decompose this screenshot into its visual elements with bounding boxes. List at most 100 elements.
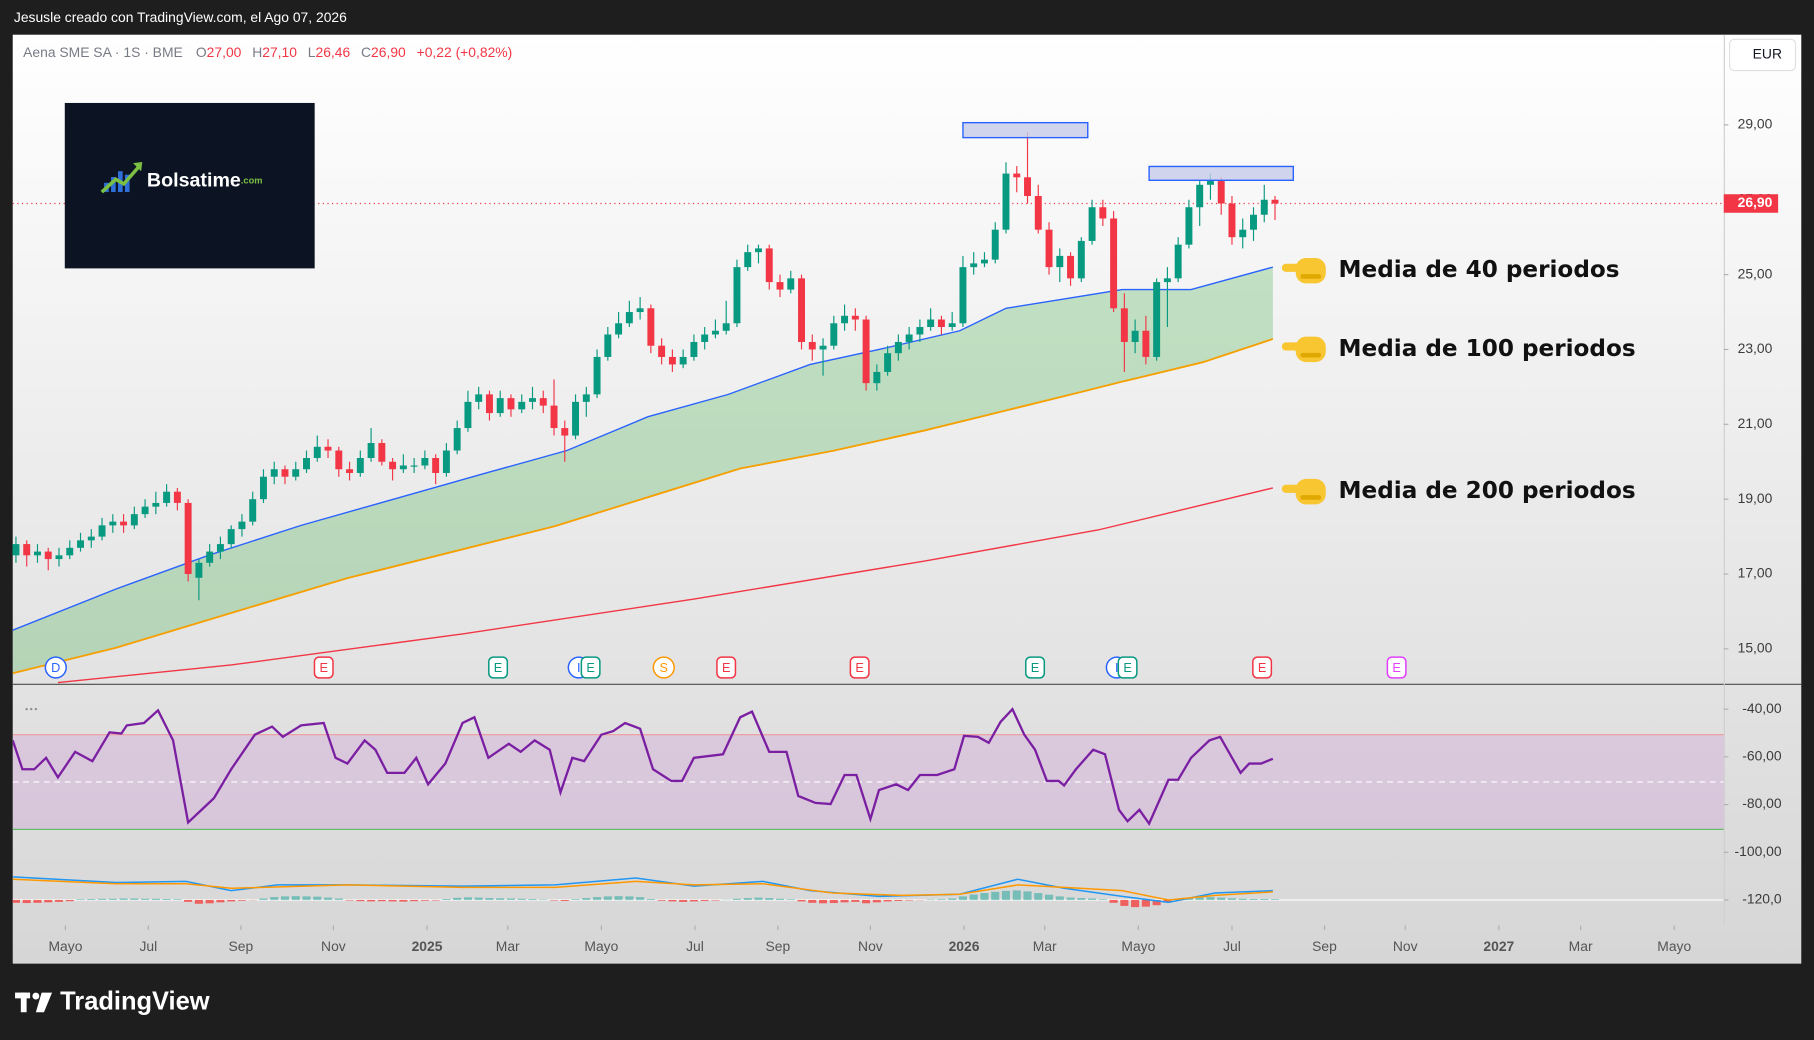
x-tick-label: 2025 <box>412 938 443 954</box>
macd-histogram-bar <box>474 897 483 900</box>
x-tick-label: Mar <box>496 938 520 954</box>
macd-histogram-bar <box>259 898 268 900</box>
candle-body <box>1217 181 1225 204</box>
candle-body <box>399 465 407 470</box>
candle-body <box>44 551 52 560</box>
x-tick-label: Jul <box>139 938 157 954</box>
candle-body <box>421 458 429 466</box>
candle-body <box>1250 214 1257 230</box>
candle-body <box>1088 207 1096 241</box>
macd-histogram-bar <box>442 899 451 900</box>
candle-body <box>1174 244 1182 279</box>
macd-histogram-bar <box>765 898 774 900</box>
macd-histogram-bar <box>1152 899 1161 906</box>
candle-body <box>862 319 870 384</box>
hand-shade <box>1300 495 1322 500</box>
logo-suffix: .com <box>241 176 263 186</box>
macd-histogram-bar <box>1077 898 1086 900</box>
y-tick-label: 25,00 <box>1738 265 1773 281</box>
macd-histogram-bar <box>1184 898 1193 900</box>
ma-annotation: Media de 100 periodos <box>1339 336 1636 362</box>
macd-histogram-bar <box>496 898 505 900</box>
x-tick-label: Nov <box>858 938 883 954</box>
macd-histogram-bar <box>367 899 376 902</box>
event-label: E <box>722 660 730 675</box>
candle-body <box>991 229 999 260</box>
candle-body <box>1110 218 1118 309</box>
menu-dot[interactable] <box>25 707 28 711</box>
candle-body <box>808 341 816 350</box>
candle-body <box>485 394 493 414</box>
macd-histogram-bar <box>313 896 322 900</box>
macd-histogram-bar <box>1012 890 1021 900</box>
pointing-hand <box>1281 257 1326 284</box>
macd-histogram-bar <box>582 898 591 900</box>
logo: Bolsatime.com <box>64 102 315 269</box>
ma-annotation: Media de 40 periodos <box>1339 257 1620 283</box>
candle-body <box>55 555 63 560</box>
macd-histogram-bar <box>108 898 117 900</box>
ohlc-value: 27,00 <box>207 44 242 60</box>
currency[interactable]: EUR <box>1753 46 1782 62</box>
macd-histogram-bar <box>1163 899 1172 903</box>
menu-dot[interactable] <box>30 707 33 711</box>
macd-histogram-bar <box>1001 890 1011 900</box>
ohlc-key: H <box>252 44 262 60</box>
ma-fill <box>12 267 1273 674</box>
candle-body <box>755 248 762 253</box>
macd-histogram-bar <box>818 899 828 904</box>
macd-histogram-bar <box>420 899 429 901</box>
candle-body <box>389 461 397 470</box>
macd-histogram-bar <box>87 899 96 900</box>
macd-histogram-bar <box>754 897 763 900</box>
candle-body <box>270 469 278 477</box>
hand-shade <box>1300 274 1322 279</box>
ohlc-value: 27,10 <box>262 44 297 60</box>
hand-shade <box>1300 352 1322 358</box>
candle-body <box>980 259 988 264</box>
event-label: E <box>319 660 327 675</box>
candle-body <box>830 323 838 346</box>
candle-body <box>798 278 805 342</box>
macd-histogram-bar <box>302 896 311 900</box>
candle-body <box>647 308 655 346</box>
candle-body <box>1196 184 1204 208</box>
macd-histogram-bar <box>603 896 612 900</box>
candle-body <box>152 502 160 507</box>
candle-body <box>378 443 386 462</box>
event-label: D <box>51 660 60 675</box>
candle-body <box>1013 173 1021 178</box>
candle-body <box>335 450 343 470</box>
candle-body <box>130 514 138 526</box>
macd-histogram-bar <box>485 898 494 900</box>
macd-histogram-bar <box>1044 894 1054 900</box>
macd-histogram-bar <box>840 899 849 903</box>
macd-histogram-bar <box>969 894 978 900</box>
candle-body <box>733 267 741 324</box>
candle-body <box>539 398 547 406</box>
candle-body <box>173 491 181 503</box>
macd-histogram-bar <box>883 899 892 902</box>
footer-brand: TradingView <box>60 988 210 1016</box>
candle-body <box>141 506 149 515</box>
candle-body <box>776 282 784 290</box>
ohlc-value: 26,90 <box>371 44 406 60</box>
currency-button[interactable] <box>1728 38 1797 72</box>
candle-body <box>970 263 978 268</box>
menu-dot[interactable] <box>34 707 38 711</box>
candle-body <box>679 356 687 365</box>
macd-histogram-bar <box>1206 897 1215 900</box>
candle-body <box>765 248 773 283</box>
macd-histogram-bar <box>958 896 967 900</box>
macd-histogram-bar <box>862 899 871 904</box>
candle-body <box>1260 199 1268 215</box>
candle-body <box>690 341 698 357</box>
y-tick-label: 21,00 <box>1738 415 1773 431</box>
candle-body <box>937 319 945 328</box>
y-tick-label: 23,00 <box>1738 340 1773 356</box>
x-tick-label: Sep <box>1312 938 1337 954</box>
pointing-hand <box>1281 336 1326 363</box>
resistance-zone <box>1148 165 1295 181</box>
